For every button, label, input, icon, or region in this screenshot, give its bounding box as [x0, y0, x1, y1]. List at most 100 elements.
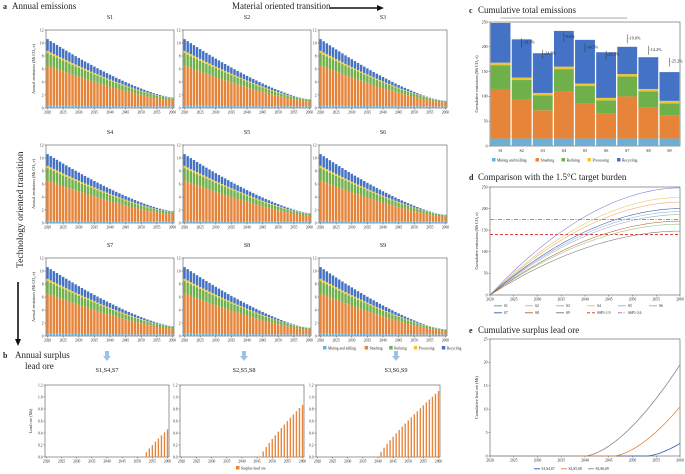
emission-bar-refining — [400, 203, 403, 208]
emission-bar-refining — [161, 96, 165, 100]
emission-bar-refining — [437, 214, 441, 217]
material-transition-label: Material oriented transition — [232, 1, 331, 11]
emission-bar-recycling — [105, 73, 109, 79]
y-tick-label: 150 — [482, 70, 488, 74]
emission-bar-recycling — [158, 323, 162, 325]
emission-bar-mining — [118, 334, 121, 336]
emission-bar-mining — [428, 334, 432, 336]
emission-bar-refining — [68, 291, 71, 302]
surplus-bar — [398, 429, 400, 457]
emission-bar-refining — [223, 186, 227, 195]
emission-bar-processing — [46, 50, 49, 54]
emission-bar-smelting — [394, 206, 397, 222]
emission-bar-refining — [372, 78, 375, 85]
emission-bar-smelting — [192, 69, 196, 106]
x-tick-label: 2060 — [306, 338, 313, 342]
y-tick-label: 0 — [315, 106, 317, 110]
emission-bar-smelting — [295, 328, 299, 335]
emission-bar-smelting — [403, 322, 407, 335]
emission-bar-recycling — [289, 94, 292, 96]
emission-bar-mining — [350, 333, 353, 336]
surplus-bar — [431, 396, 434, 457]
emission-bar-recycling — [58, 46, 62, 58]
x-tick-label: 2040 — [379, 338, 386, 342]
x-tick-label: 2020 — [317, 110, 324, 114]
emission-bar-mining — [431, 334, 435, 336]
legend-label: Mining and milling — [497, 159, 527, 163]
emission-bar-smelting — [68, 301, 71, 334]
emission-bar-refining — [378, 309, 382, 316]
emission-bar-mining — [233, 334, 236, 336]
emission-bar-smelting — [168, 99, 171, 107]
emission-bar-processing — [331, 172, 335, 175]
emission-bar-mining — [444, 106, 447, 108]
emission-bar-processing — [258, 199, 261, 201]
x-tick-label: 2050 — [411, 338, 418, 342]
emission-bar-smelting — [198, 71, 202, 106]
emission-bar-mining — [158, 106, 162, 108]
down-arrow-icon — [103, 351, 111, 361]
emission-bar-mining — [409, 221, 413, 223]
y-tick-label: 0.6 — [173, 419, 178, 423]
emission-bar-recycling — [90, 179, 93, 187]
emission-bar-smelting — [189, 67, 193, 106]
emission-bar-smelting — [391, 319, 394, 335]
cumulative-bar-mining — [596, 138, 617, 146]
emission-bar-recycling — [347, 285, 350, 294]
cumulative-bar-mining — [553, 138, 574, 146]
emission-bar-smelting — [428, 328, 432, 335]
emission-bar-smelting — [127, 91, 130, 107]
emission-bar-recycling — [127, 83, 130, 87]
emission-bar-refining — [192, 57, 196, 70]
emission-bar-refining — [328, 57, 332, 70]
emission-bar-smelting — [400, 207, 403, 222]
emission-bar-smelting — [369, 198, 372, 222]
emission-bar-mining — [220, 220, 224, 223]
emission-bar-mining — [252, 334, 255, 336]
emission-bar-refining — [359, 301, 363, 309]
emission-bar-refining — [255, 313, 258, 319]
y-tick-label: 0.6 — [38, 419, 43, 423]
emission-bar-mining — [347, 333, 350, 336]
reduction-label: -25.2% — [670, 59, 683, 64]
emission-bar-mining — [136, 106, 140, 108]
emission-bar-mining — [168, 334, 171, 336]
x-tick-label: 2060 — [442, 225, 449, 229]
emission-bar-refining — [111, 196, 115, 202]
emission-bar-refining — [322, 54, 325, 67]
emission-bar-mining — [58, 333, 62, 336]
emission-bar-processing — [118, 83, 121, 85]
emission-bar-processing — [270, 89, 274, 91]
emission-bar-recycling — [136, 87, 140, 90]
emission-bar-smelting — [49, 66, 52, 106]
category-label: S2 — [519, 148, 523, 153]
emission-bar-processing — [391, 85, 394, 87]
surplus-bar — [407, 420, 409, 457]
emission-bar-refining — [46, 281, 49, 294]
emission-bar-recycling — [248, 77, 252, 82]
emission-bar-mining — [397, 334, 400, 336]
emission-bar-refining — [434, 328, 438, 330]
emission-bar-processing — [255, 84, 258, 86]
emission-bar-smelting — [391, 90, 394, 107]
emission-bar-processing — [328, 170, 332, 173]
emission-bar-recycling — [118, 193, 121, 198]
emission-bar-recycling — [55, 273, 59, 284]
emission-bar-recycling — [227, 65, 230, 73]
emission-bar-refining — [102, 306, 105, 313]
emission-bar-smelting — [140, 94, 143, 107]
emission-bar-refining — [298, 212, 302, 215]
x-tick-label: 2035 — [364, 338, 371, 342]
emission-bar-smelting — [227, 309, 230, 334]
emission-bar-processing — [61, 58, 65, 61]
emission-bar-refining — [220, 185, 224, 194]
x-tick-label: 2040 — [581, 459, 589, 463]
emission-bar-mining — [65, 333, 68, 336]
y-tick-label: 8 — [42, 54, 44, 58]
emission-bar-recycling — [397, 84, 400, 88]
emission-bar-smelting — [49, 294, 52, 334]
emission-bar-recycling — [283, 321, 286, 323]
emission-bar-smelting — [205, 188, 208, 221]
surplus-bar — [410, 417, 412, 457]
